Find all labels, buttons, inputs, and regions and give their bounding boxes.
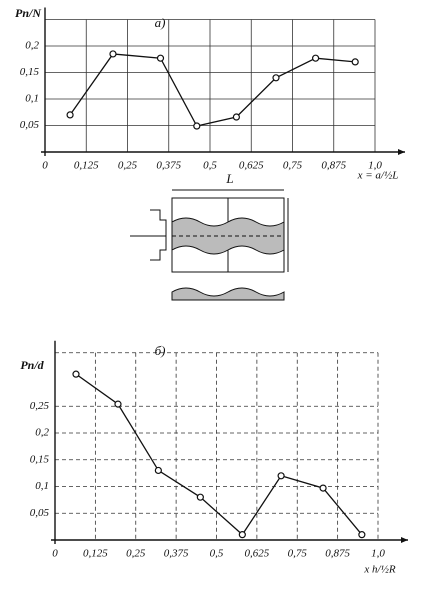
section-diagram xyxy=(130,189,289,301)
x-axis-label: x = a/½L xyxy=(357,170,399,182)
x-tick-label: 0,5 xyxy=(203,160,217,172)
data-point xyxy=(154,466,162,475)
data-point xyxy=(277,472,285,480)
diagram-label: L xyxy=(225,171,233,186)
chart-title: б) xyxy=(155,343,166,358)
x-tick-label: 0,625 xyxy=(245,548,270,560)
x-tick-label: 0,25 xyxy=(126,548,146,560)
y-tick-label: 0,1 xyxy=(25,93,39,105)
y-tick-label: 0,1 xyxy=(35,480,49,492)
data-point xyxy=(312,54,320,62)
y-tick-label: 0,05 xyxy=(30,507,50,519)
data-point xyxy=(232,113,240,121)
x-tick-label: 1,0 xyxy=(371,548,385,560)
y-tick-label: 0,15 xyxy=(30,453,50,465)
data-point xyxy=(72,370,80,378)
x-tick-label: 0,375 xyxy=(164,548,189,560)
x-tick-label: 0,125 xyxy=(74,160,99,172)
data-point xyxy=(156,54,165,62)
y-tick-label: 0,2 xyxy=(25,40,39,52)
x-tick-label: 0,625 xyxy=(239,160,264,172)
data-line xyxy=(75,373,363,536)
y-tick-label: 0,05 xyxy=(20,119,40,131)
data-point xyxy=(358,531,366,539)
data-point xyxy=(109,50,117,58)
x-tick-label: 0,75 xyxy=(288,548,308,560)
data-point xyxy=(66,111,74,119)
data-point xyxy=(319,484,327,492)
y-tick-label: 0,15 xyxy=(20,66,40,78)
data-point xyxy=(196,493,204,501)
data-point xyxy=(351,58,359,66)
lower-band xyxy=(171,287,285,301)
x-tick-label: 1,0 xyxy=(368,160,382,172)
x-axis-label: x h/½R xyxy=(363,564,395,576)
x-tick-label: 0,875 xyxy=(321,160,346,172)
y-tick-label: 0,25 xyxy=(30,400,50,412)
x-tick-label: 0,5 xyxy=(210,548,224,560)
x-axis-arrow xyxy=(398,149,405,155)
profile xyxy=(150,209,167,261)
y-tick-label: 0,2 xyxy=(35,427,49,439)
x-tick-label: 0,75 xyxy=(283,160,303,172)
data-point xyxy=(238,531,246,539)
data-line xyxy=(69,53,356,127)
x-tick-label: 0,375 xyxy=(156,160,181,172)
chart-title: а) xyxy=(155,15,166,30)
x-tick-label: 0,25 xyxy=(118,160,138,172)
data-point xyxy=(272,74,280,82)
y-axis-label: Pn/N xyxy=(15,6,42,20)
y-axis-label: Pn/d xyxy=(20,358,44,372)
x-tick-label: 0,875 xyxy=(325,548,350,560)
data-point xyxy=(114,400,122,408)
x-tick-label: 0 xyxy=(52,548,58,560)
x-axis-arrow xyxy=(401,537,408,543)
x-tick-label: 0,125 xyxy=(83,548,108,560)
data-point xyxy=(193,122,201,130)
x-tick-label: 0 xyxy=(42,160,48,172)
